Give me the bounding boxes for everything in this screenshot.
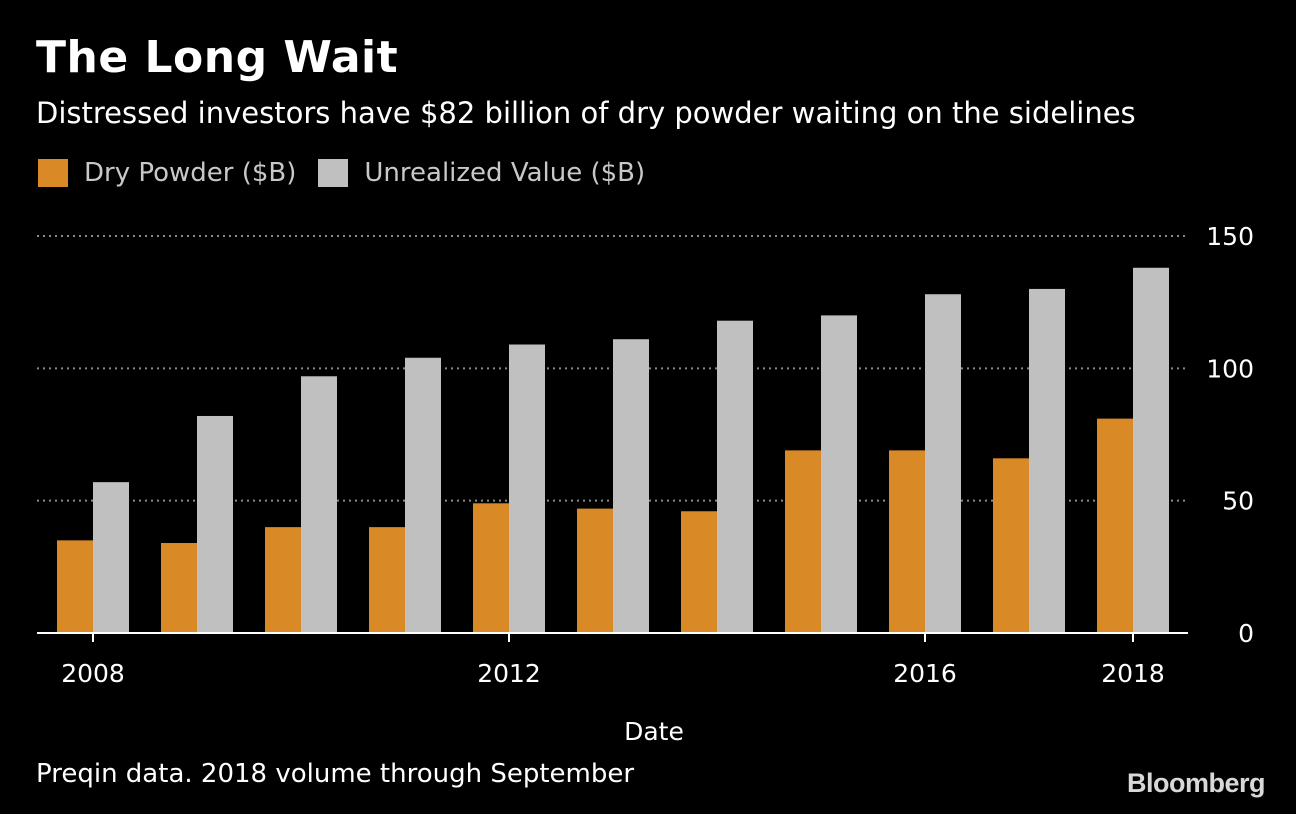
bar-dry-powder-2013 — [577, 508, 613, 633]
x-tick-label-2008: 2008 — [61, 659, 125, 688]
bar-dry-powder-2010 — [265, 527, 301, 633]
bar-unrealized-value-2010 — [301, 376, 337, 633]
axis-layer: 0 50 100 150 2008 2012 2016 2018 — [37, 222, 1254, 688]
bar-dry-powder-2014 — [681, 511, 717, 633]
chart-subtitle: Distressed investors have $82 billion of… — [36, 96, 1136, 130]
x-axis-title: Date — [624, 717, 684, 746]
bar-dry-powder-2015 — [785, 450, 821, 633]
bar-dry-powder-2011 — [369, 527, 405, 633]
bar-unrealized-value-2008 — [93, 482, 129, 633]
x-tick-label-2016: 2016 — [893, 659, 957, 688]
legend-label-unrealized-value: Unrealized Value ($B) — [364, 158, 646, 188]
legend-swatch-dry-powder — [38, 159, 68, 187]
bar-dry-powder-2012 — [473, 503, 509, 633]
bar-unrealized-value-2009 — [197, 415, 233, 633]
bar-dry-powder-2017 — [993, 458, 1029, 633]
legend-swatch-unrealized-value — [318, 159, 349, 187]
bar-unrealized-value-2014 — [717, 320, 753, 633]
bar-dry-powder-2018 — [1097, 418, 1133, 633]
y-tick-label-50: 50 — [1222, 487, 1254, 516]
bar-dry-powder-2016 — [889, 450, 925, 633]
chart-title: The Long Wait — [36, 32, 399, 83]
bar-unrealized-value-2011 — [405, 357, 441, 633]
x-tick-label-2018: 2018 — [1101, 659, 1165, 688]
legend-item-unrealized-value: Unrealized Value ($B) — [318, 158, 645, 188]
bloomberg-logo: Bloomberg — [1127, 768, 1266, 798]
bar-unrealized-value-2012 — [509, 344, 545, 633]
bar-unrealized-value-2017 — [1029, 288, 1065, 633]
y-tick-label-0: 0 — [1238, 619, 1254, 648]
legend-item-dry-powder: Dry Powder ($B) — [38, 158, 296, 188]
bar-unrealized-value-2018 — [1133, 267, 1169, 633]
bar-dry-powder-2008 — [57, 540, 93, 633]
bar-layer — [57, 267, 1169, 633]
bar-unrealized-value-2015 — [821, 315, 857, 633]
bar-unrealized-value-2016 — [925, 294, 961, 633]
legend: Dry Powder ($B) Unrealized Value ($B) — [38, 158, 667, 188]
y-tick-label-150: 150 — [1206, 222, 1254, 251]
bar-dry-powder-2009 — [161, 543, 197, 633]
y-tick-label-100: 100 — [1206, 354, 1254, 383]
legend-label-dry-powder: Dry Powder ($B) — [84, 158, 297, 188]
source-note: Preqin data. 2018 volume through Septemb… — [36, 759, 635, 789]
x-tick-label-2012: 2012 — [477, 659, 541, 688]
bar-unrealized-value-2013 — [613, 339, 649, 633]
